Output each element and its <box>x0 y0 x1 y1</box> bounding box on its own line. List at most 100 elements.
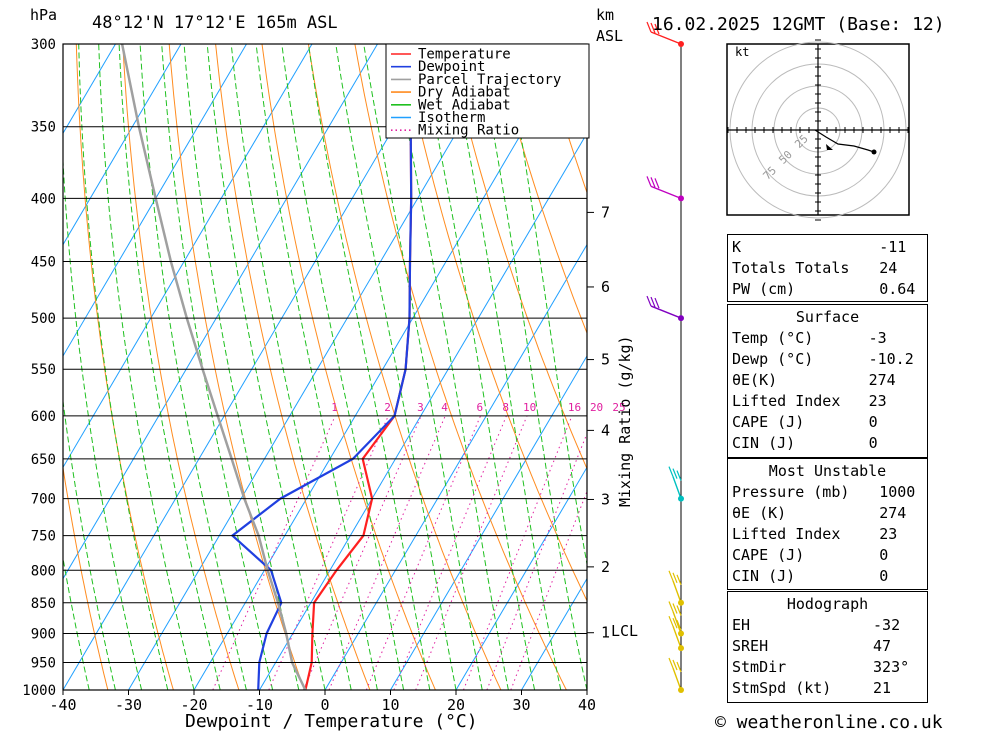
mixing-ratio-line <box>328 415 446 690</box>
dry-adiabat-line <box>493 44 587 335</box>
mu-theta-value: 274 <box>879 503 907 522</box>
wind-barb-shaft <box>650 31 682 45</box>
hodograph-trace <box>814 129 875 153</box>
tt-label: Totals Totals <box>732 258 850 277</box>
s-li-value: 23 <box>868 391 887 410</box>
s-cin-label: CIN (J) <box>732 433 796 452</box>
k-value: -11 <box>879 237 907 256</box>
mixing-ratio-line <box>486 432 587 690</box>
wind-barb-feather <box>672 603 678 614</box>
row-pw: PW (cm) 0.64 <box>728 278 927 299</box>
wind-barb-feather <box>650 22 656 34</box>
isotherm-line <box>63 44 378 580</box>
row-tt: Totals Totals 24 <box>728 257 927 278</box>
isotherm-line <box>193 44 575 690</box>
wind-barb-feather <box>668 657 674 669</box>
hodograph-unit: kt <box>735 45 749 59</box>
s-theta-label: θE(K) <box>732 370 778 389</box>
pressure-tick-label: 800 <box>31 563 56 579</box>
mixing-ratio-label: 10 <box>523 401 536 414</box>
wet-adiabat-line <box>63 152 143 690</box>
wind-barb-feather <box>668 570 674 582</box>
height-unit-label: km <box>596 6 614 24</box>
wind-barb-feather <box>668 615 674 627</box>
mixing-ratio-label: 4 <box>441 401 448 414</box>
temperature-line <box>304 44 418 690</box>
mixing-ratio-label: 3 <box>417 401 424 414</box>
wet-adiabat-line <box>98 44 195 690</box>
mixing-ratio-line <box>393 415 507 690</box>
wind-barb-shaft <box>672 476 682 499</box>
height-tick-label: 5 <box>601 351 610 369</box>
mu-title: Most Unstable <box>768 461 887 480</box>
wind-barb-shaft <box>650 305 682 319</box>
wind-barb-feather <box>654 23 660 35</box>
mixing-ratio-label: 6 <box>476 401 483 414</box>
tt-value: 24 <box>879 258 898 277</box>
mu-li-value: 23 <box>879 524 898 543</box>
x-tick-label: -10 <box>246 696 273 714</box>
dry-adiabat-line <box>75 44 174 690</box>
height-tick-label: 1 <box>601 624 610 642</box>
stmspd-label: StmSpd (kt) <box>732 678 832 697</box>
mixing-ratio-label: 1 <box>331 401 338 414</box>
isotherm-line <box>63 44 444 690</box>
pressure-tick-label: 950 <box>31 655 56 671</box>
wind-barb-shaft <box>672 625 682 649</box>
isotherm-line <box>63 44 247 357</box>
mixing-ratio-label: 25 <box>612 401 625 414</box>
legend-label: Mixing Ratio <box>418 123 519 139</box>
x-tick-label: 10 <box>381 696 399 714</box>
stmspd-value: 21 <box>873 678 892 697</box>
height-tick-label: 2 <box>601 558 610 576</box>
hodograph-end-dot <box>871 149 877 155</box>
surface-title: Surface <box>795 307 860 326</box>
mu-theta-label: θE (K) <box>732 503 787 522</box>
wind-barb-feather <box>650 296 656 308</box>
k-label: K <box>732 237 742 256</box>
surface-box: Surface Temp (°C) -3 Dewp (°C) -10.2 θE(K)… <box>727 304 928 458</box>
location-title: 48°12'N 17°12'E 165m ASL <box>92 13 338 33</box>
pressure-tick-label: 350 <box>31 120 56 136</box>
wind-profile <box>646 21 684 693</box>
pressure-tick-label: 700 <box>31 492 56 508</box>
s-cape-label: CAPE (J) <box>732 412 805 431</box>
wet-adiabat-line <box>230 44 352 690</box>
pressure-tick-label: 300 <box>31 37 56 53</box>
wet-adiabat-line <box>206 44 326 690</box>
s-theta-value: 274 <box>868 370 896 389</box>
height-tick-label: 7 <box>601 203 610 221</box>
x-tick-label: -20 <box>180 696 207 714</box>
legend-label: Wet Adiabat <box>418 97 511 113</box>
wind-barb-feather <box>654 297 660 309</box>
pressure-tick-label: 750 <box>31 529 56 545</box>
dry-adiabat-line <box>958 44 1000 690</box>
stmdir-value: 323° <box>873 657 910 676</box>
s-temp-value: -3 <box>868 328 887 347</box>
wind-barb-feather <box>646 295 652 307</box>
isotherm-line <box>390 354 587 690</box>
mixing-ratio-label: 8 <box>502 401 509 414</box>
mixing-ratio-line <box>268 415 389 690</box>
sreh-value: 47 <box>873 636 892 655</box>
wet-adiabat-line <box>78 44 169 690</box>
mixing-ratio-line <box>365 415 481 690</box>
isotherm-line <box>521 577 587 690</box>
dry-adiabat-line <box>122 44 240 690</box>
wet-adiabat-line <box>281 44 405 690</box>
legend-label: Parcel Trajectory <box>418 72 561 88</box>
isotherm-line <box>128 44 509 690</box>
mu-cin-label: CIN (J) <box>732 566 796 585</box>
height-tick-label: 3 <box>601 490 610 508</box>
height-tick-label: 4 <box>601 421 610 439</box>
wind-barb-feather <box>672 572 678 584</box>
s-dewp-value: -10.2 <box>868 349 914 368</box>
isotherm-line <box>63 44 116 135</box>
legend-label: Temperature <box>418 47 511 63</box>
dry-adiabat-line <box>354 44 567 690</box>
wind-barb-feather <box>668 601 674 612</box>
row-k: K -11 <box>728 236 927 257</box>
lcl-label: LCL <box>611 622 638 640</box>
dry-adiabat-line <box>215 44 371 690</box>
x-axis-title: Dewpoint / Temperature (°C) <box>185 711 478 732</box>
